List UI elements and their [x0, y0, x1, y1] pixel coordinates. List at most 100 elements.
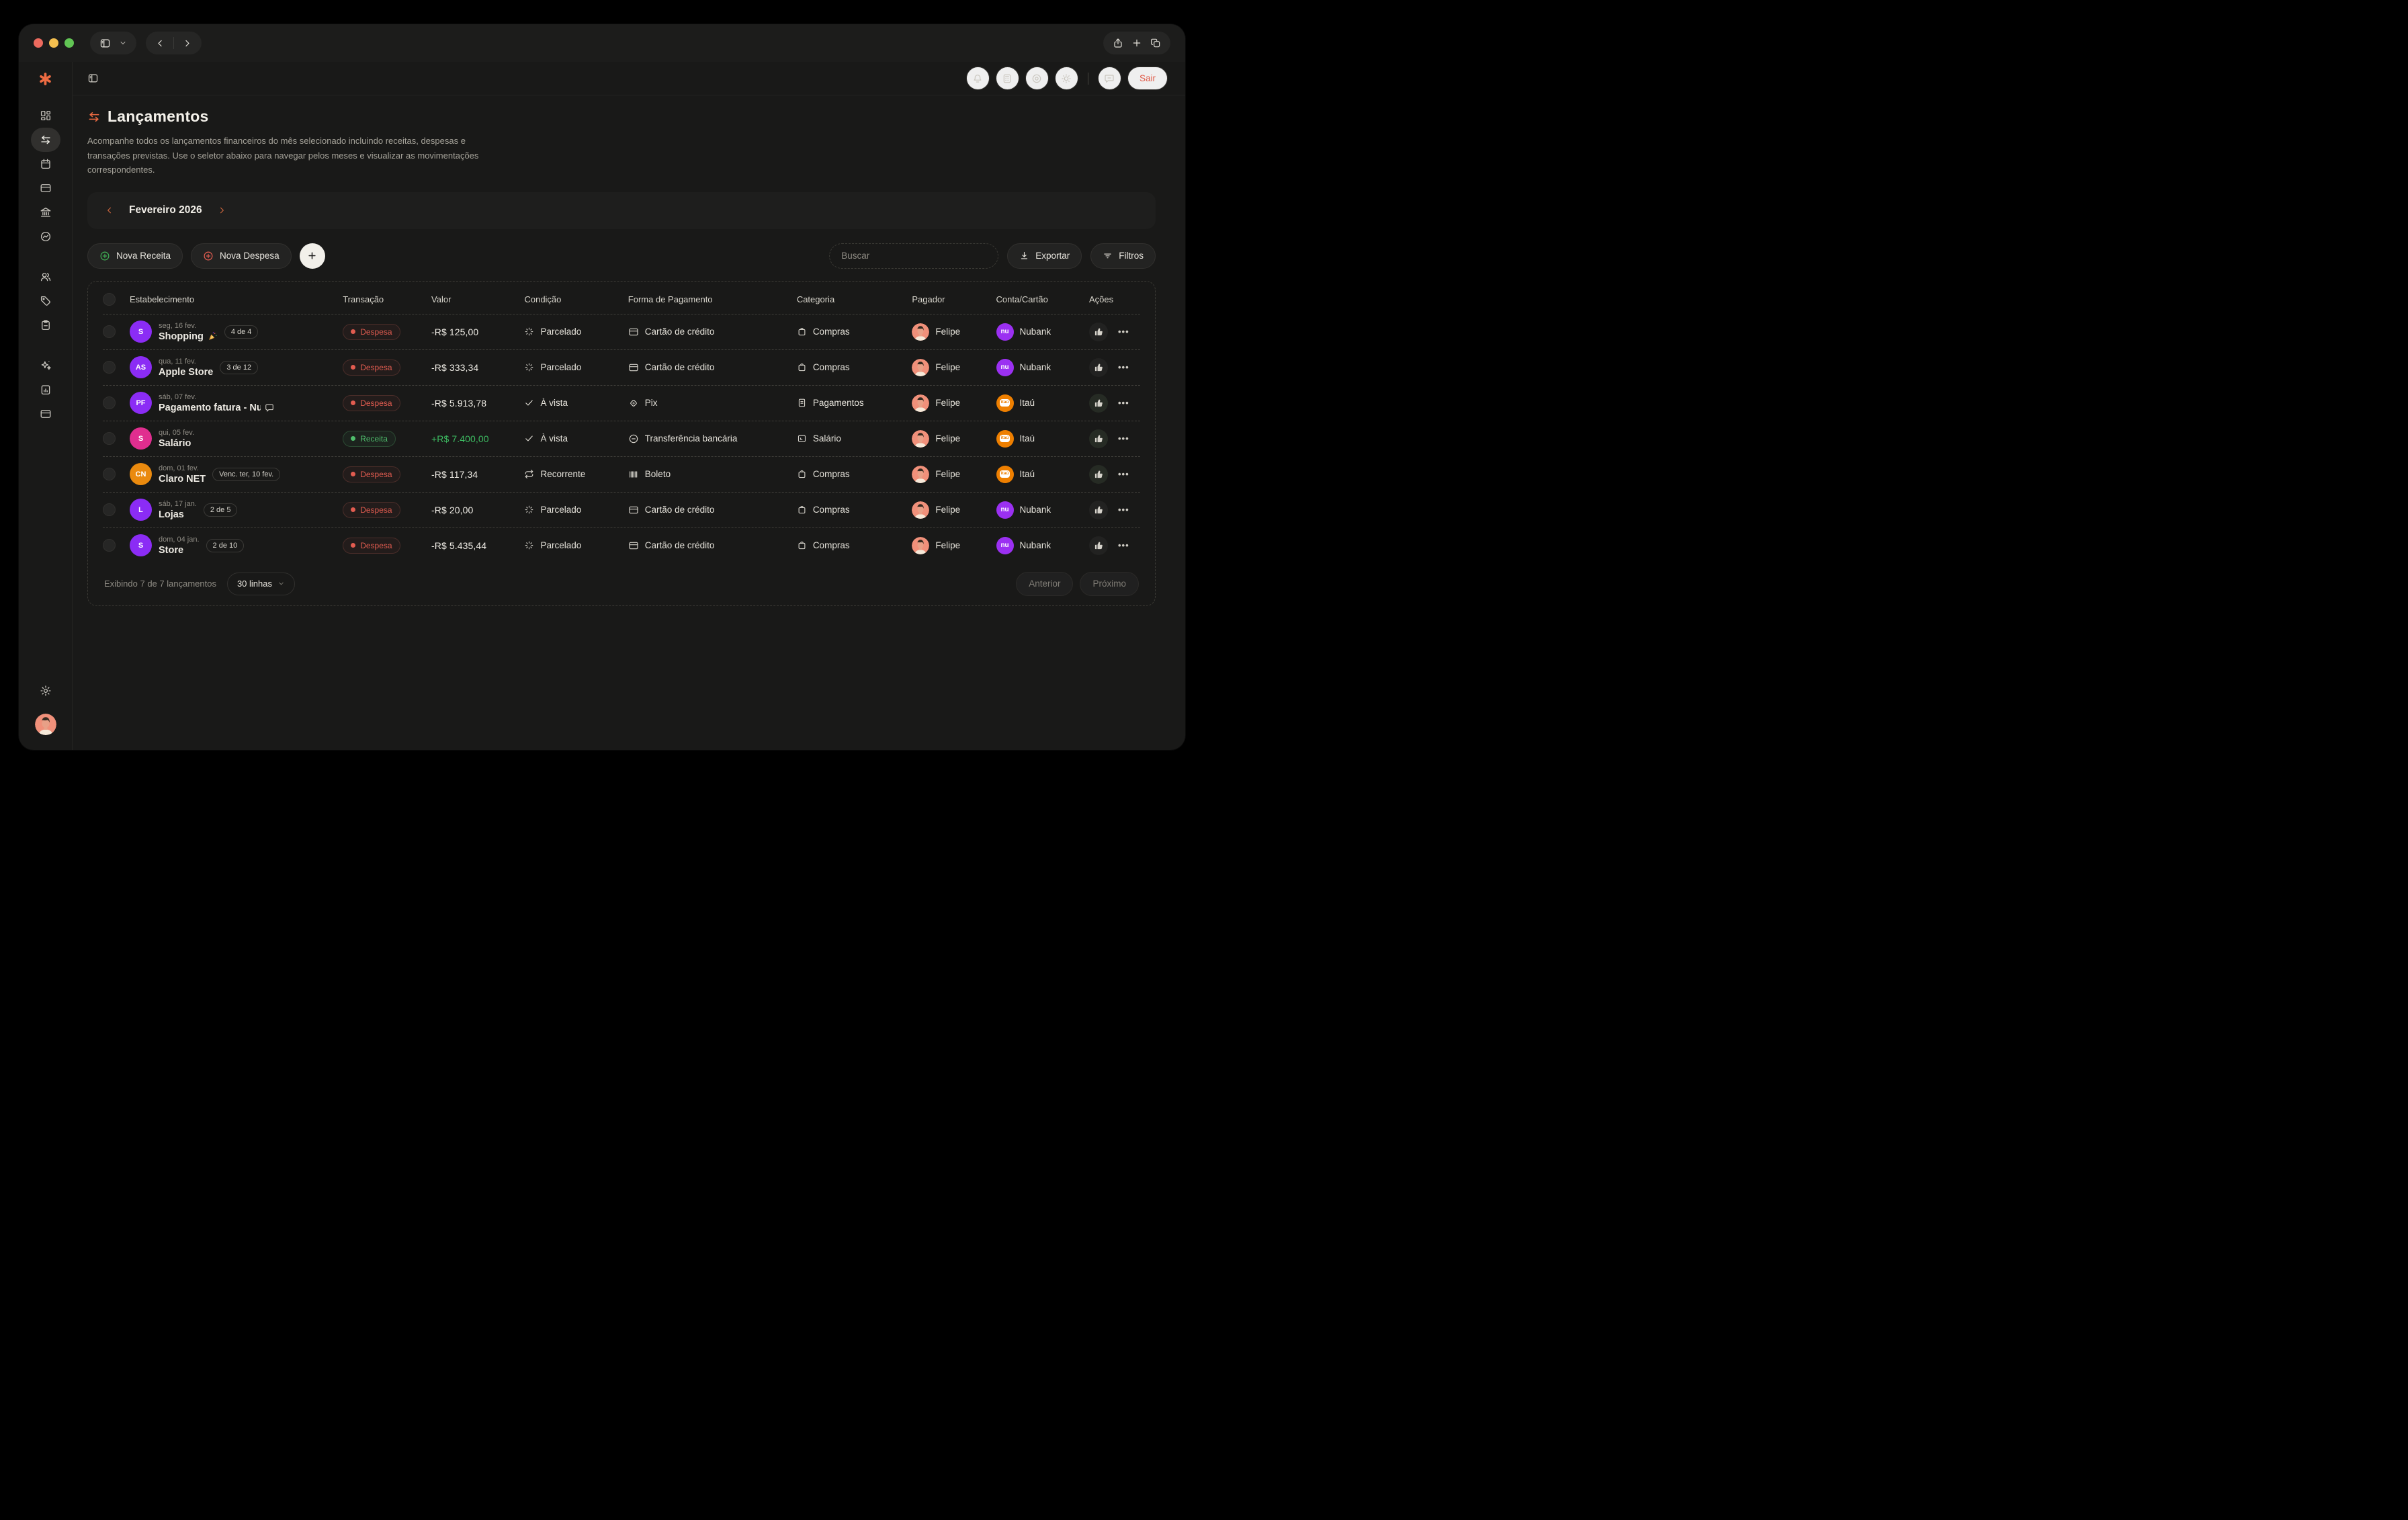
row-checkbox[interactable] [103, 396, 116, 409]
cartoes-icon [40, 182, 52, 194]
sidebar-toggle-button[interactable] [90, 32, 136, 54]
sidebar-item-usuarios[interactable] [31, 265, 60, 289]
filter-icon [1103, 251, 1113, 261]
sidebar-item-calendario[interactable] [31, 152, 60, 176]
table-row[interactable]: CN dom, 01 fev. Claro NET Venc. ter, 10 … [103, 456, 1140, 492]
sidebar-item-relatorios[interactable] [31, 378, 60, 402]
row-checkbox[interactable] [103, 503, 116, 516]
transaction-date: qui, 05 fev. [159, 428, 194, 437]
confirm-button[interactable] [1089, 393, 1108, 413]
new-income-button[interactable]: Nova Receita [87, 243, 183, 269]
row-menu-button[interactable]: ••• [1118, 433, 1129, 444]
row-menu-button[interactable]: ••• [1118, 327, 1129, 337]
amount: +R$ 7.400,00 [431, 433, 489, 444]
export-button[interactable]: Exportar [1007, 243, 1082, 269]
quick-add-button[interactable] [299, 243, 325, 269]
close-button[interactable] [34, 38, 43, 48]
row-menu-button[interactable]: ••• [1118, 362, 1129, 372]
bank-logo: itaú [996, 394, 1014, 412]
zoom-button[interactable] [64, 38, 74, 48]
table-row[interactable]: L sáb, 17 jan. Lojas 2 de 5 Despesa -R$ … [103, 491, 1140, 527]
bank-logo: itaú [996, 465, 1014, 483]
row-menu-button[interactable]: ••• [1118, 398, 1129, 408]
panel-collapse-icon[interactable] [87, 73, 99, 84]
sidebar-item-dashboard[interactable] [31, 103, 60, 128]
table-row[interactable]: AS qua, 11 fev. Apple Store 3 de 12 Desp… [103, 349, 1140, 385]
condition: Parcelado [540, 327, 582, 337]
next-page-button[interactable]: Próximo [1080, 571, 1139, 596]
confirm-button[interactable] [1089, 464, 1108, 484]
logout-button[interactable]: Sair [1127, 67, 1168, 90]
new-tab-icon[interactable] [1131, 38, 1142, 48]
confirm-button[interactable] [1089, 357, 1108, 377]
category-icon [797, 505, 807, 515]
sidebar-item-categorias[interactable] [31, 289, 60, 313]
previous-page-button[interactable]: Anterior [1016, 571, 1074, 596]
app-logo[interactable] [19, 62, 72, 95]
sidebar-item-investimentos[interactable] [31, 224, 60, 249]
back-icon[interactable] [155, 38, 165, 48]
select-all-checkbox[interactable] [103, 293, 116, 306]
sidebar-item-bancos[interactable] [31, 200, 60, 224]
row-checkbox[interactable] [103, 539, 116, 552]
prev-month-icon[interactable] [105, 206, 114, 215]
sidebar-item-settings[interactable] [31, 679, 60, 703]
rows-per-page-select[interactable]: 30 linhas [226, 572, 295, 595]
table-row[interactable]: PF sáb, 07 fev. Pagamento fatura - Nuba … [103, 384, 1140, 421]
payment-method: Boleto [644, 469, 671, 479]
notifications-button[interactable] [965, 67, 990, 90]
sidebar-item-contas[interactable] [31, 402, 60, 426]
row-checkbox[interactable] [103, 468, 116, 480]
payer-name: Felipe [935, 505, 961, 515]
minimize-button[interactable] [49, 38, 58, 48]
sidebar-item-assistente[interactable] [31, 353, 60, 378]
confirm-button[interactable] [1089, 429, 1108, 448]
row-checkbox[interactable] [103, 361, 116, 374]
plus-circle-green-icon [99, 251, 110, 261]
bank-logo: nu [996, 536, 1014, 554]
row-menu-button[interactable]: ••• [1118, 469, 1129, 479]
condition: Parcelado [540, 505, 582, 515]
confirm-button[interactable] [1089, 500, 1108, 519]
confirm-button[interactable] [1089, 536, 1108, 555]
page-description: Acompanhe todos os lançamentos financeir… [87, 136, 479, 175]
row-menu-button[interactable]: ••• [1118, 540, 1129, 550]
account-name: Nubank [1019, 540, 1051, 550]
chevron-down-icon [277, 580, 285, 587]
sidebar-item-lancamentos[interactable] [30, 128, 60, 152]
user-avatar[interactable] [35, 714, 56, 735]
categorias-icon [40, 295, 52, 307]
filters-button[interactable]: Filtros [1090, 243, 1156, 269]
month-label: Fevereiro 2026 [129, 204, 202, 216]
row-menu-button[interactable]: ••• [1118, 505, 1129, 515]
relatorios-icon [40, 384, 52, 396]
calculator-button[interactable] [995, 67, 1019, 90]
gear-icon [40, 685, 52, 697]
sun-icon [1061, 73, 1072, 84]
transactions-table: Estabelecimento Transação Valor Condição F… [87, 280, 1156, 606]
tabs-overview-icon[interactable] [1150, 38, 1161, 48]
share-icon[interactable] [1113, 38, 1123, 48]
transaction-type-badge: Despesa [343, 466, 400, 482]
search-input[interactable] [829, 243, 999, 269]
feedback-button[interactable] [1097, 67, 1121, 90]
table-row[interactable]: S qui, 05 fev. Salário Receita +R$ 7.400… [103, 420, 1140, 456]
merchant-avatar: CN [130, 463, 152, 485]
next-month-icon[interactable] [217, 206, 226, 215]
forward-icon[interactable] [182, 38, 192, 48]
payer-name: Felipe [935, 327, 961, 337]
privacy-button[interactable] [1025, 67, 1049, 90]
sidebar-item-planejamento[interactable] [31, 313, 60, 337]
condition-icon [524, 362, 534, 372]
sidebar-item-cartoes[interactable] [31, 176, 60, 200]
payer-name: Felipe [935, 433, 961, 444]
confirm-button[interactable] [1089, 322, 1108, 341]
new-expense-button[interactable]: Nova Despesa [191, 243, 292, 269]
amount: -R$ 5.913,78 [431, 397, 487, 409]
theme-button[interactable] [1054, 67, 1078, 90]
comment-icon[interactable] [265, 403, 274, 413]
table-row[interactable]: S seg, 16 fev. Shopping 4 de 4 Despesa -… [103, 313, 1140, 349]
row-checkbox[interactable] [103, 325, 116, 338]
table-row[interactable]: S dom, 04 jan. Store 2 de 10 Despesa -R$… [103, 527, 1140, 563]
row-checkbox[interactable] [103, 432, 116, 445]
